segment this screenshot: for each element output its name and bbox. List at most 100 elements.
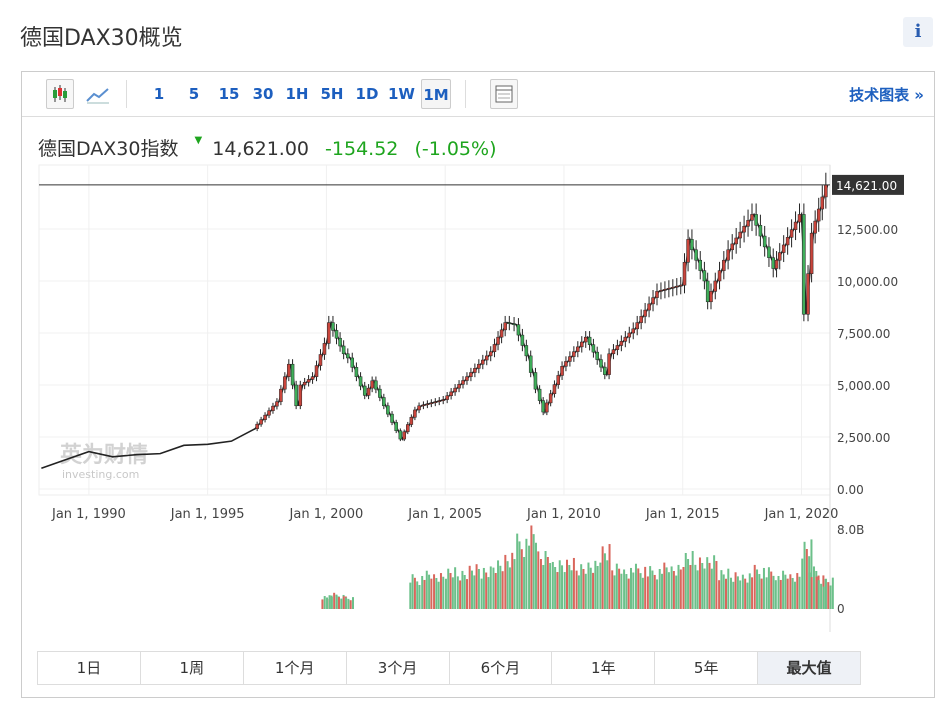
candle [263,414,267,420]
volume-bar [439,573,442,609]
volume-bar [772,575,775,609]
candle [457,384,461,389]
range-1y[interactable]: 1年 [552,652,656,684]
volume-bar [817,580,820,609]
candle [362,385,367,396]
interval-30[interactable]: 30 [252,85,274,103]
last-price-label: 14,621.00 [836,179,897,193]
volume-bar [720,570,723,609]
volume-bar [815,576,818,609]
interval-5[interactable]: 5 [188,85,200,103]
volume-bar [637,568,640,609]
volume-bar [437,581,440,609]
candle [441,399,445,401]
volume-bar [623,569,626,609]
candle [655,291,659,298]
candle [334,330,339,339]
volume-bar [480,578,483,609]
date-tick-label: Jan 1, 2000 [289,507,364,522]
candle [275,401,279,407]
candle [556,375,561,385]
interval-1m[interactable]: 1M [421,79,451,109]
candle [524,345,529,357]
interval-1d[interactable]: 1D [355,85,379,103]
volume-bar [530,525,533,609]
candle [750,214,754,221]
candle [635,322,639,330]
candle [402,431,406,440]
price-tick-label: 7,500.00 [837,327,890,341]
volume-bar [513,559,516,609]
candle [338,337,342,347]
range-1d[interactable]: 1日 [38,652,141,684]
candlestick-icon[interactable] [46,79,74,109]
range-5y[interactable]: 5年 [655,652,759,684]
candle [623,336,628,342]
candle [690,239,694,251]
candle [671,286,675,289]
range-1w[interactable]: 1周 [140,652,244,684]
volume-bar [461,570,464,609]
volume-bar [625,574,628,609]
volume-bar [608,544,611,609]
candle [607,353,611,375]
candle [398,430,403,440]
volume-bar [627,578,630,609]
volume-bar [791,578,794,609]
technical-chart-link[interactable]: 技术图表 » [849,86,924,104]
volume-bar [492,567,495,609]
volume-bar [732,581,735,609]
interval-1[interactable]: 1 [153,85,165,103]
line-chart-icon[interactable] [84,81,112,107]
candle [587,336,592,345]
interval-15[interactable]: 15 [218,85,240,103]
volume-bar [561,565,564,609]
date-tick-label: Jan 1, 2005 [407,507,482,522]
volume-bar [701,563,704,609]
volume-bar [753,564,756,609]
volume-bar [725,578,728,609]
interval-1w[interactable]: 1W [388,85,415,103]
candle [709,291,713,303]
volume-bar [639,573,642,609]
volume-tick-label: 8.0B [837,523,864,537]
page-title: 德国DAX30概览 [20,26,183,51]
volume-bar [646,576,649,609]
candle [816,208,821,222]
volume-bar [554,567,557,609]
candle [433,401,438,403]
interval-1h[interactable]: 1H [285,85,309,103]
candle [267,410,271,416]
candle [820,196,825,210]
candle [409,416,414,425]
volume-bar [506,561,509,609]
range-1m[interactable]: 1个月 [243,652,347,684]
range-3m[interactable]: 3个月 [346,652,450,684]
volume-bar [808,572,811,609]
volume-bar [689,565,692,609]
candle [774,259,779,269]
interval-5h[interactable]: 5H [320,85,344,103]
price-tick-label: 2,500.00 [837,431,890,445]
instrument-name: 德国DAX30指数 [38,138,179,160]
volume-bar [822,586,825,609]
candle [465,376,469,381]
volume-bar [525,538,528,609]
volume-bar [556,572,559,609]
volume-bar [454,567,457,609]
candle [793,221,798,230]
candle [350,357,355,368]
candle [599,359,603,368]
price-chart[interactable]: 0.00 2,500.00 5,000.00 7,500.00 10,000.00 12,… [22,72,934,632]
volume-bar [687,559,690,609]
table-view-icon[interactable] [490,79,518,109]
range-6m[interactable]: 6个月 [449,652,553,684]
candle [667,288,671,290]
range-max[interactable]: 最大值 [758,652,860,684]
candle [717,270,722,282]
candle [781,244,786,253]
info-icon[interactable]: i [903,17,933,47]
volume-bar [670,566,673,609]
candle [568,356,572,362]
volume-bar [827,582,830,609]
